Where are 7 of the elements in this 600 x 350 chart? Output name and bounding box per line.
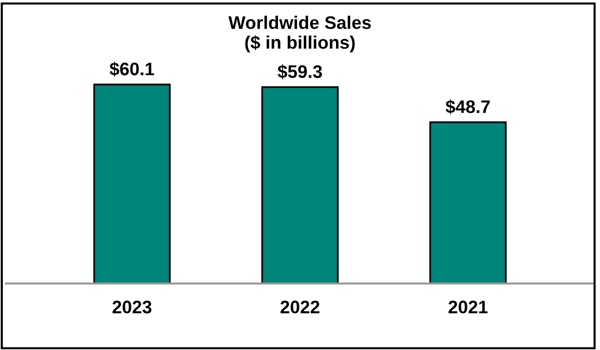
data-label: $60.1	[110, 62, 154, 77]
data-label: $48.7	[446, 100, 490, 114]
chart-title: Worldwide Sales ($ in billions)	[228, 16, 371, 52]
x-tick-label: 2022	[280, 300, 320, 314]
x-tick-label: 2021	[448, 300, 488, 314]
data-label: $59.3	[278, 64, 322, 80]
x-tick-label: 2023	[112, 300, 152, 314]
